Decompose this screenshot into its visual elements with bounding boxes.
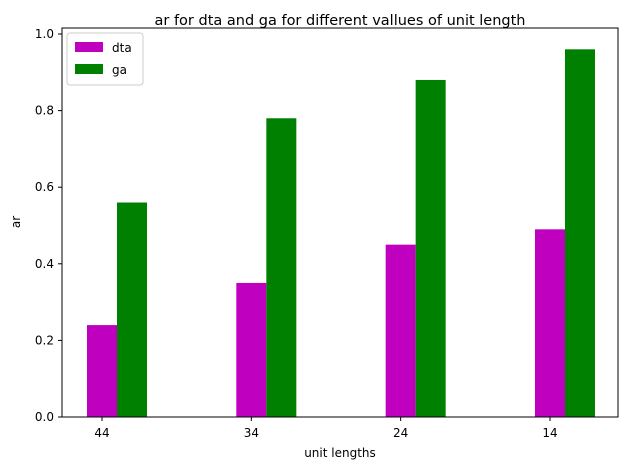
bar-dta-14: [534, 229, 565, 417]
bar-ga-24: [415, 79, 446, 418]
y-tick-label: 0.2: [35, 333, 54, 347]
chart-title: ar for dta and ga for different vallues …: [154, 13, 525, 29]
y-axis-label: ar: [9, 216, 23, 228]
x-tick-label: 24: [393, 426, 408, 440]
bar-dta-34: [236, 282, 267, 417]
y-tick-label: 0.8: [35, 104, 54, 118]
bar-ga-14: [564, 49, 595, 417]
plot-area-frame: [61, 27, 619, 418]
legend: dta ga: [66, 32, 144, 86]
bar-dta-24: [385, 244, 416, 417]
bars-group: [87, 49, 595, 418]
legend-swatch-ga: [75, 64, 103, 74]
bar-dta-44: [87, 325, 117, 417]
y-axis: 0.0 0.2 0.4 0.6 0.8 1.0: [35, 27, 62, 424]
x-tick-label: 14: [542, 426, 557, 440]
x-tick-label: 44: [94, 426, 109, 440]
legend-swatch-dta: [75, 42, 103, 52]
x-axis: 44 34 24 14: [94, 417, 558, 440]
legend-label-ga: ga: [112, 63, 127, 77]
bar-ga-34: [266, 118, 297, 417]
y-tick-label: 0.4: [35, 257, 54, 271]
legend-label-dta: dta: [112, 41, 132, 55]
y-tick-label: 1.0: [35, 27, 54, 41]
x-tick-label: 34: [244, 426, 259, 440]
y-tick-label: 0.0: [35, 410, 54, 424]
bar-ga-44: [117, 202, 147, 417]
y-tick-label: 0.6: [35, 180, 54, 194]
x-axis-label: unit lengths: [304, 446, 376, 460]
